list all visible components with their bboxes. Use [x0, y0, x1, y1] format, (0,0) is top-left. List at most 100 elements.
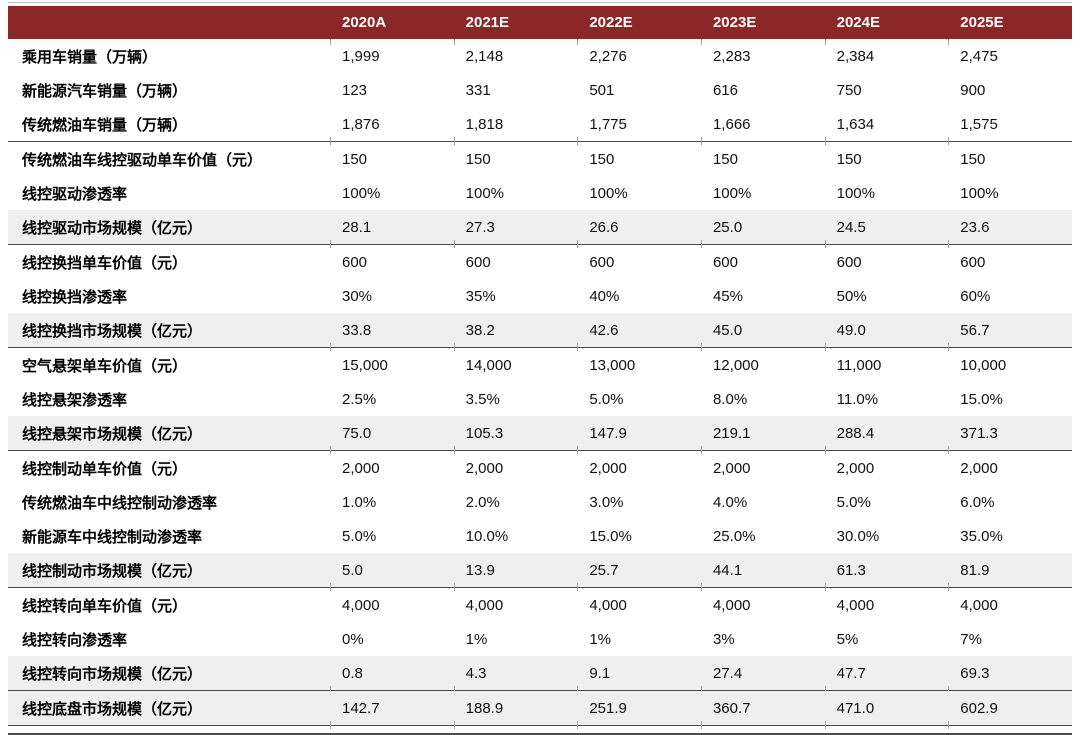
cell-value: 147.9	[577, 416, 701, 454]
cell-value: 600	[836, 253, 862, 271]
cell-value: 471.0	[824, 690, 949, 729]
cell-value: 0%	[342, 630, 364, 648]
cell-value: 188.9	[453, 690, 578, 729]
row-label: 线控转向市场规模（亿元）	[8, 656, 330, 691]
cell-value: 14,000	[465, 356, 512, 374]
cell-value: 219.1	[700, 416, 825, 454]
table-row: 线控驱动市场规模（亿元） 28.1 27.3 26.6 25.0 24.5 23.6	[8, 210, 1072, 248]
table-row: 线控转向渗透率 0% 1% 1% 3% 5% 7%	[8, 622, 1072, 656]
cell-value: 2,283	[700, 39, 825, 73]
cell-value: 2,475	[948, 39, 1072, 73]
row-label: 新能源汽车销量（万辆）	[22, 82, 188, 100]
row-label: 乘用车销量（万辆）	[22, 48, 158, 66]
cell-value: 900	[960, 81, 986, 99]
cell-value: 4.3	[453, 656, 578, 694]
cell-value: 40%	[589, 287, 620, 305]
cell-value: 600	[342, 253, 368, 271]
table-row: 线控转向市场规模（亿元） 0.8 4.3 9.1 27.4 47.7 69.3	[8, 656, 1072, 694]
cell-value: 100%	[589, 184, 628, 202]
cell-value: 600	[465, 253, 491, 271]
cell-value: 100%	[960, 184, 999, 202]
cell-value: 2,000	[960, 459, 998, 477]
cell-value: 150	[960, 150, 986, 168]
cell-value: 2,000	[712, 459, 751, 477]
cell-value: 81.9	[948, 553, 1072, 591]
cell-value: 23.6	[948, 210, 1072, 248]
cell-value: 616	[712, 81, 738, 99]
column-header-label	[8, 6, 330, 39]
column-header-2023E: 2023E	[700, 6, 825, 39]
cell-value: 3.5%	[465, 390, 500, 408]
cell-value: 1,666	[700, 107, 825, 145]
table-row: 线控悬架渗透率 2.5% 3.5% 5.0% 8.0% 11.0% 15.0%	[8, 382, 1072, 416]
cell-value: 2,276	[577, 39, 701, 73]
cell-value: 13.9	[453, 553, 578, 591]
cell-value: 150	[342, 150, 368, 168]
cell-value: 7%	[960, 630, 982, 648]
cell-value: 142.7	[330, 690, 454, 729]
cell-value: 1,999	[330, 39, 454, 73]
cell-value: 45%	[712, 287, 743, 305]
cell-value: 61.3	[824, 553, 949, 591]
cell-value: 100%	[712, 184, 752, 202]
cell-value: 44.1	[700, 553, 825, 591]
cell-value: 27.4	[700, 656, 825, 694]
cell-value: 3.0%	[589, 493, 624, 511]
table-row: 传统燃油车线控驱动单车价值（元） 150 150 150 150 150 150	[8, 142, 1072, 177]
cell-value: 251.9	[577, 690, 701, 729]
cell-value: 50%	[836, 287, 867, 305]
cell-value: 4,000	[465, 596, 504, 614]
row-label: 空气悬架单车价值（元）	[22, 357, 188, 375]
row-label: 传统燃油车中线控制动渗透率	[22, 494, 218, 512]
cell-value: 331	[465, 81, 491, 99]
row-label: 传统燃油车线控驱动单车价值（元）	[22, 151, 263, 169]
table-row: 线控换挡渗透率 30% 35% 40% 45% 50% 60%	[8, 279, 1072, 313]
cell-value: 2,000	[465, 459, 504, 477]
table-row: 线控换挡单车价值（元） 600 600 600 600 600 600	[8, 245, 1072, 280]
row-label: 传统燃油车销量（万辆）	[8, 107, 330, 142]
row-label: 新能源车中线控制动渗透率	[22, 528, 203, 546]
cell-value: 28.1	[330, 210, 454, 248]
cell-value: 602.9	[948, 690, 1072, 729]
column-header-2025E: 2025E	[948, 6, 1072, 39]
cell-value: 10,000	[960, 356, 1007, 374]
cell-value: 26.6	[577, 210, 701, 248]
cell-value: 45.0	[700, 313, 825, 351]
cell-value: 11,000	[836, 356, 882, 374]
table-row: 线控换挡市场规模（亿元） 33.8 38.2 42.6 45.0 49.0 56.7	[8, 313, 1072, 351]
cell-value: 35.0%	[960, 527, 1003, 545]
row-label: 线控制动单车价值（元）	[22, 460, 188, 478]
cell-value: 13,000	[589, 356, 636, 374]
cell-value: 30%	[342, 287, 373, 305]
cell-value: 9.1	[577, 656, 701, 694]
cell-value: 2.5%	[342, 390, 377, 408]
cell-value: 60%	[960, 287, 991, 305]
cell-value: 150	[712, 150, 738, 168]
row-label: 线控悬架市场规模（亿元）	[8, 416, 330, 451]
cell-value: 27.3	[453, 210, 578, 248]
cell-value: 6.0%	[960, 493, 995, 511]
cell-value: 371.3	[948, 416, 1072, 454]
cell-value: 10.0%	[465, 527, 509, 545]
cell-value: 1,876	[330, 107, 454, 145]
top-rule-line	[8, 2, 1072, 3]
cell-value: 11.0%	[836, 390, 879, 408]
cell-value: 360.7	[700, 690, 825, 729]
cell-value: 100%	[465, 184, 505, 202]
table-row: 线控制动市场规模（亿元） 5.0 13.9 25.7 44.1 61.3 81.9	[8, 553, 1072, 591]
cell-value: 38.2	[453, 313, 578, 351]
cell-value: 25.0%	[712, 527, 756, 545]
table-row: 空气悬架单车价值（元） 15,000 14,000 13,000 12,000 11,00…	[8, 348, 1072, 383]
cell-value: 30.0%	[836, 527, 880, 545]
cell-value: 2,000	[836, 459, 875, 477]
cell-value: 5.0%	[342, 527, 377, 545]
cell-value: 600	[712, 253, 738, 271]
row-label: 线控底盘市场规模（亿元）	[8, 690, 330, 726]
cell-value: 123	[342, 81, 368, 99]
table-row: 线控驱动渗透率 100% 100% 100% 100% 100% 100%	[8, 176, 1072, 210]
cell-value: 5.0%	[589, 390, 624, 408]
table-row: 传统燃油车销量（万辆） 1,876 1,818 1,775 1,666 1,634 1,57…	[8, 107, 1072, 145]
cell-value: 288.4	[824, 416, 949, 454]
cell-value: 42.6	[577, 313, 701, 351]
cell-value: 600	[960, 253, 986, 271]
